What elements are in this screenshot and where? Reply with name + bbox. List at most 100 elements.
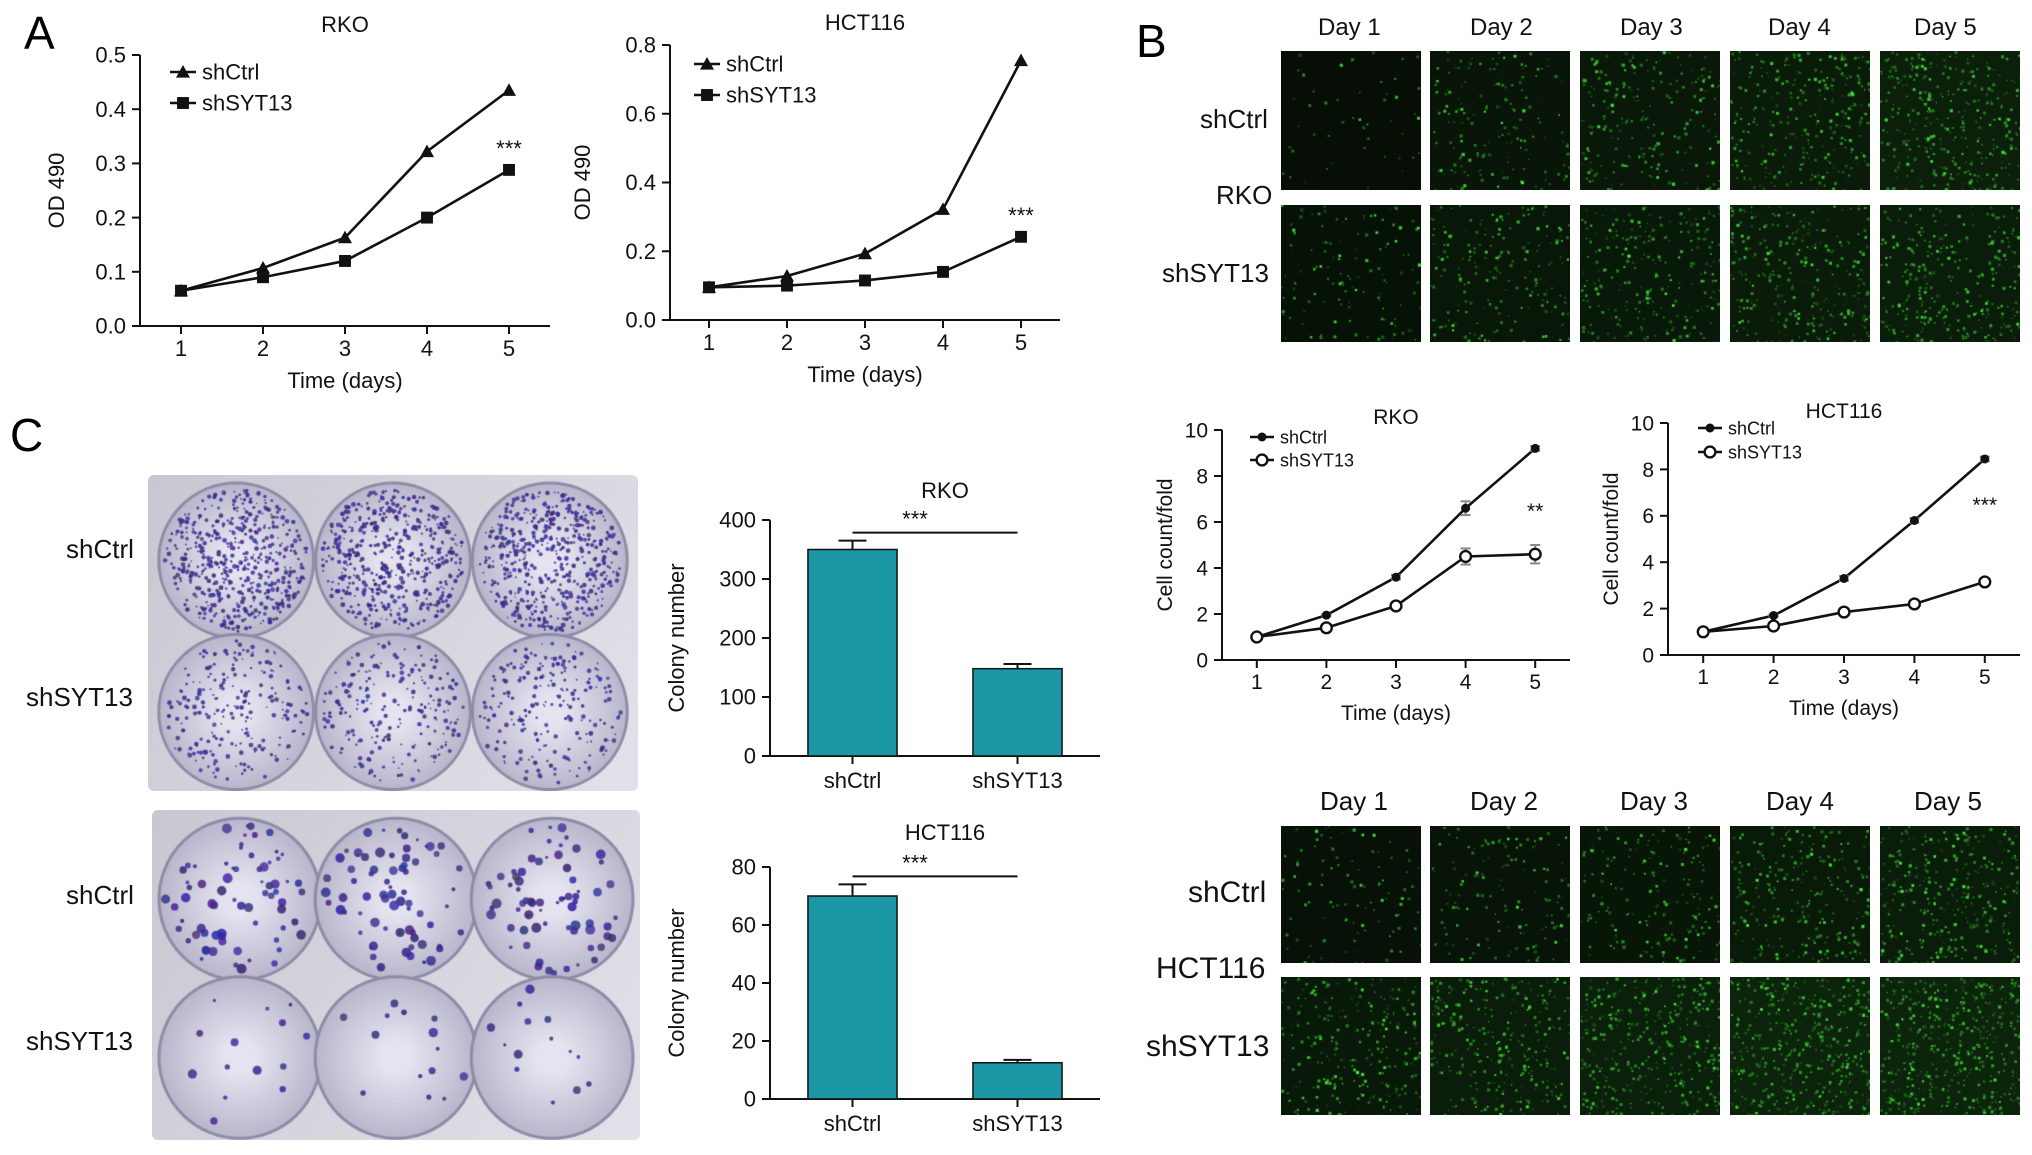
micrograph-rko-row1-day1	[1281, 51, 1421, 190]
data-point-shCtrl	[1014, 53, 1028, 67]
chart-mtt-hct116: HCT116 0.0 0.2 0.4 0.6 0.8 1 2 3 4 5 Time (days) OD …	[570, 10, 1060, 387]
x-axis-label: Time (days)	[287, 368, 402, 393]
y-tick-label: 10	[1631, 412, 1654, 435]
significance-annotation: ***	[1008, 203, 1034, 228]
micrograph-hct-row2-day4	[1730, 977, 1870, 1115]
micrograph-hct-row2-day3	[1580, 977, 1720, 1115]
micro-hct-row-label-shsyt13: shSYT13	[1146, 1030, 1270, 1063]
y-tick-label: 0	[1196, 649, 1208, 672]
legend-label: shCtrl	[1728, 418, 1775, 438]
chart-title: HCT116	[905, 820, 985, 845]
y-tick-label: 0.4	[625, 170, 656, 195]
y-tick-label: 0.1	[95, 260, 126, 285]
x-tick-label: 3	[859, 330, 871, 355]
data-point-shSYT13	[1696, 625, 1710, 639]
y-tick-label: 6	[1196, 511, 1208, 534]
x-tick-label: shCtrl	[824, 1111, 881, 1136]
x-tick-label: shSYT13	[972, 1111, 1063, 1136]
data-point-shSYT13	[937, 265, 949, 278]
micro-hct-day-label-5: Day 5	[1914, 786, 1982, 816]
data-point-shSYT13	[1015, 230, 1027, 243]
data-point-shCtrl	[1321, 610, 1331, 620]
micrograph-rko-row2-day4	[1730, 205, 1870, 342]
legend-marker	[1705, 423, 1715, 433]
y-tick-label: 400	[719, 508, 756, 533]
significance-annotation: ***	[902, 850, 928, 875]
y-tick-label: 20	[732, 1029, 756, 1054]
data-point-shCtrl	[502, 83, 516, 96]
x-tick-label: 4	[1909, 666, 1921, 689]
x-tick-label: 2	[257, 336, 269, 361]
plate-rko-row-label-shsyt13: shSYT13	[26, 682, 133, 712]
y-tick-label: 300	[719, 567, 756, 592]
y-tick-label: 0.4	[95, 97, 126, 122]
micrograph-hct-row1-day3	[1580, 826, 1720, 963]
y-axis-label: Colony number	[664, 908, 689, 1057]
micro-hct-day-label-1: Day 1	[1320, 786, 1388, 816]
data-point-shCtrl	[420, 144, 434, 158]
micro-hct-day-label-2: Day 2	[1470, 786, 1538, 816]
data-point-shSYT13	[421, 211, 433, 224]
bar-shCtrl	[807, 548, 898, 757]
plate-hct-row-label-shsyt13: shSYT13	[26, 1026, 133, 1056]
y-tick-label: 4	[1642, 552, 1654, 575]
chart-title: RKO	[321, 12, 369, 37]
panel-letter-a: A	[24, 7, 55, 59]
bar-shSYT13	[972, 1062, 1063, 1100]
x-tick-label: 3	[339, 336, 351, 361]
x-tick-label: 4	[421, 336, 433, 361]
y-tick-label: 0	[1642, 644, 1654, 667]
y-tick-label: 0.0	[95, 314, 126, 339]
x-tick-label: 2	[781, 330, 793, 355]
x-tick-label: shCtrl	[824, 768, 881, 793]
data-point-shSYT13	[1389, 599, 1403, 613]
legend-marker	[700, 57, 714, 70]
y-tick-label: 0	[744, 1087, 756, 1112]
micro-rko-day-label-5: Day 5	[1914, 14, 1977, 41]
y-tick-label: 0.2	[95, 205, 126, 230]
chart-title: RKO	[921, 478, 969, 503]
data-point-shSYT13	[781, 279, 793, 292]
y-tick-label: 0.6	[625, 101, 656, 126]
y-axis-label: Colony number	[664, 563, 689, 712]
x-tick-label: 1	[175, 336, 187, 361]
x-tick-label: 1	[703, 330, 715, 355]
chart-colony-hct116: HCT116 0 20 40 60 80 Colony number shCtrl shSYT1…	[664, 820, 1100, 1136]
y-axis-label: OD 490	[570, 145, 595, 221]
chart-title: HCT116	[1806, 400, 1883, 423]
x-tick-label: shSYT13	[972, 768, 1063, 793]
micrograph-rko-row2-day1	[1281, 205, 1421, 342]
chart-title: RKO	[1373, 406, 1419, 429]
chart-colony-rko: RKO 0 100 200 300 400 Colony number shCtrl shSYT…	[664, 478, 1100, 793]
data-point-shSYT13	[1767, 619, 1781, 633]
y-tick-label: 2	[1196, 603, 1208, 626]
chart-mtt-rko: RKO 0.0 0.1 0.2 0.3 0.4 0.5 1 2 3 4 5 Time (days) OD …	[44, 12, 550, 393]
data-point-shCtrl	[256, 261, 270, 274]
y-tick-label: 8	[1642, 459, 1654, 482]
micro-rko-row-label-shsyt13: shSYT13	[1162, 258, 1269, 288]
legend-marker	[1703, 445, 1717, 459]
micrograph-rko-row1-day5	[1880, 51, 2020, 190]
data-point-shSYT13	[1250, 630, 1264, 644]
legend-label: shSYT13	[1280, 450, 1354, 470]
significance-annotation: ***	[902, 507, 928, 532]
data-point-shSYT13	[1978, 575, 1992, 589]
data-point-shSYT13	[1837, 605, 1851, 619]
data-point-shSYT13	[1907, 597, 1922, 611]
chart-title: HCT116	[825, 10, 905, 35]
micro-rko-day-label-3: Day 3	[1620, 14, 1683, 41]
micrograph-hct-row2-day2	[1430, 977, 1570, 1115]
micrograph-rko-row1-day3	[1580, 51, 1720, 190]
legend-label: shCtrl	[726, 52, 783, 77]
data-point-shCtrl	[858, 246, 872, 260]
data-point-shCtrl	[1461, 503, 1471, 513]
micrograph-hct-row2-day5	[1880, 977, 2020, 1115]
data-point-shSYT13	[1319, 621, 1334, 635]
x-tick-label: 5	[503, 336, 515, 361]
y-tick-label: 10	[1185, 419, 1208, 442]
data-point-shCtrl	[1391, 572, 1401, 582]
y-tick-label: 0.5	[95, 43, 126, 68]
y-tick-label: 8	[1196, 465, 1208, 488]
x-tick-label: 5	[1529, 671, 1541, 694]
